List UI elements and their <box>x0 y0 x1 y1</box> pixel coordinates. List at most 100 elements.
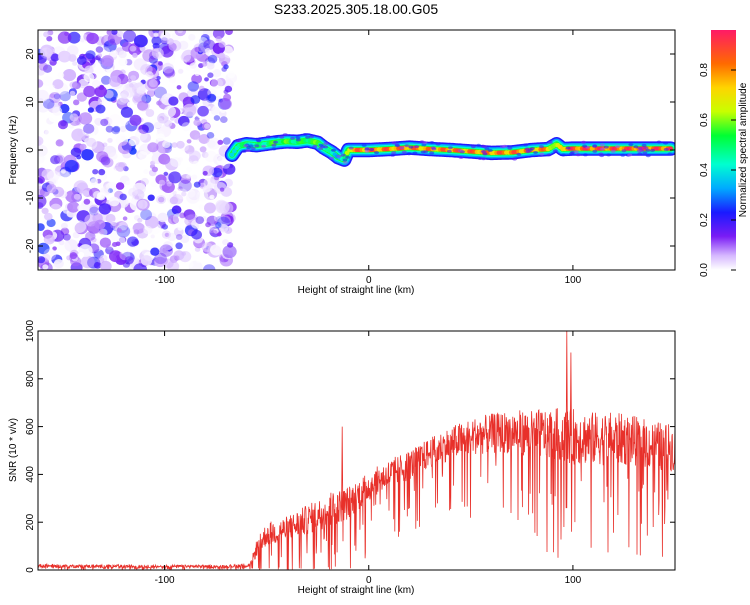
noise-blob <box>221 66 227 72</box>
ridge-noise <box>290 136 296 140</box>
noise-blob <box>211 77 223 89</box>
ridge-noise <box>429 151 435 155</box>
noise-blob <box>120 90 131 99</box>
noise-blob <box>70 147 82 158</box>
noise-blob <box>83 137 98 150</box>
noise-blob <box>156 100 162 106</box>
noise-blob <box>127 248 133 253</box>
noise-blob <box>223 89 229 95</box>
noise-blob <box>133 58 147 71</box>
noise-blob <box>62 208 70 214</box>
noise-blob <box>115 182 125 190</box>
ridge-noise <box>546 153 552 157</box>
noise-blob <box>211 167 223 178</box>
noise-blob <box>64 239 79 252</box>
noise-blob <box>134 34 148 48</box>
ridge-noise <box>414 145 420 149</box>
noise-blob <box>186 139 192 144</box>
noise-blob <box>152 30 160 34</box>
ridge-noise <box>512 157 518 161</box>
noise-blob <box>216 77 226 87</box>
ridge-noise <box>302 133 308 136</box>
noise-blob <box>167 260 180 270</box>
noise-blob <box>89 206 100 216</box>
noise-blob <box>215 222 222 229</box>
ridge-noise <box>348 146 354 150</box>
ridge-noise <box>406 152 412 156</box>
noise-blob <box>90 237 97 243</box>
ridge-noise <box>599 154 605 158</box>
noise-blob <box>50 203 62 215</box>
noise-blob <box>47 170 60 182</box>
frequency-ridge <box>224 133 675 167</box>
ridge-noise <box>621 149 627 153</box>
ridge-noise <box>547 140 553 144</box>
noise-blob <box>227 71 236 79</box>
ridge-noise <box>331 148 336 152</box>
noise-blob <box>180 52 191 62</box>
noise-blob <box>98 168 106 176</box>
ridge-noise <box>412 151 418 155</box>
noise-blob <box>198 85 205 92</box>
noise-blob <box>98 203 112 215</box>
noise-blob <box>95 46 104 53</box>
x-tick-label: -100 <box>155 575 175 586</box>
y-tick-label: 0 <box>25 567 36 573</box>
ridge-noise <box>273 135 279 139</box>
noise-blob <box>206 62 215 70</box>
noise-blob <box>204 123 211 129</box>
noise-blob <box>219 98 232 110</box>
noise-blob <box>72 220 87 234</box>
noise-blob <box>194 71 200 76</box>
noise-blob <box>128 187 138 197</box>
noise-blob <box>204 150 218 163</box>
noise-blob <box>145 215 159 229</box>
noise-blob <box>120 118 129 126</box>
noise-blob <box>132 222 145 234</box>
noise-blob <box>207 72 214 78</box>
noise-blob <box>100 260 112 270</box>
noise-blob <box>65 190 79 203</box>
noise-blob <box>150 247 160 256</box>
noise-blob <box>223 64 229 70</box>
noise-blob <box>83 72 95 83</box>
noise-blob <box>137 82 143 87</box>
noise-blob <box>186 191 200 204</box>
ridge-noise <box>516 152 522 156</box>
noise-blob <box>209 79 218 87</box>
noise-blob <box>156 195 167 205</box>
noise-blob <box>199 146 207 153</box>
noise-blob <box>53 259 64 269</box>
noise-blob <box>181 122 192 132</box>
noise-blob <box>207 54 218 64</box>
noise-blob <box>183 209 196 221</box>
ridge-noise <box>552 149 558 153</box>
noise-blob <box>76 56 87 65</box>
noise-blob <box>92 169 99 175</box>
noise-blob <box>125 180 131 186</box>
noise-blob <box>97 53 103 58</box>
noise-blob <box>168 58 175 65</box>
noise-blob <box>195 216 205 225</box>
noise-blob <box>46 36 53 42</box>
ridge-noise <box>364 147 370 151</box>
figure-title: S233.2025.305.18.00.G05 <box>274 1 438 17</box>
ridge-core <box>229 152 235 157</box>
noise-blob <box>175 234 183 240</box>
noise-blob <box>178 179 192 192</box>
noise-blob <box>176 85 182 90</box>
noise-blob <box>147 194 155 201</box>
ridge-noise <box>592 144 598 148</box>
ridge-noise <box>457 149 463 153</box>
noise-blob <box>43 31 50 38</box>
noise-blob <box>73 180 88 194</box>
ridge-noise <box>390 153 396 157</box>
noise-blob <box>158 153 171 165</box>
noise-blob <box>118 50 127 59</box>
noise-blob <box>193 181 201 188</box>
noise-blob <box>69 81 77 89</box>
noise-blob <box>219 215 231 226</box>
noise-blob <box>115 93 129 105</box>
ridge-noise <box>265 135 271 139</box>
